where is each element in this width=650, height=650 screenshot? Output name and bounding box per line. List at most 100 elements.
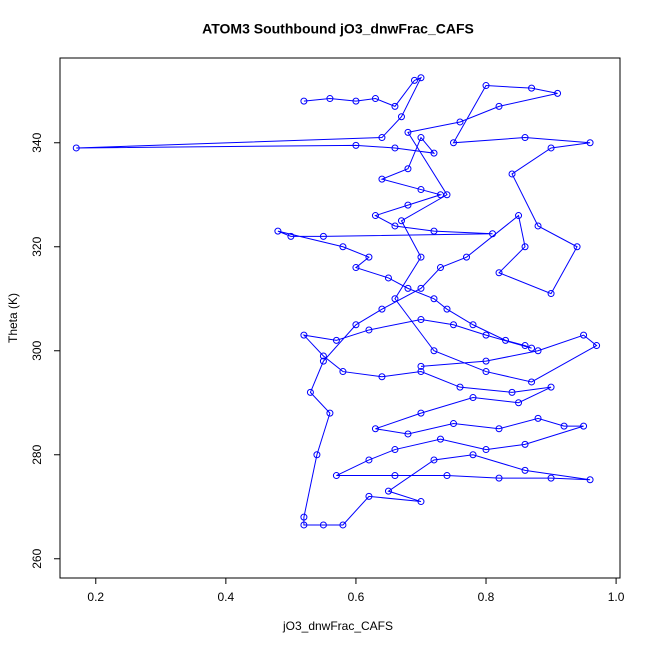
data-point [319, 521, 327, 529]
data-point [449, 321, 457, 329]
data-point [456, 383, 464, 391]
y-tick-label: 340 [30, 132, 44, 152]
data-point [469, 321, 477, 329]
data-point [443, 191, 451, 199]
data-point [436, 264, 444, 272]
data-point [391, 222, 399, 230]
data-point [482, 446, 490, 454]
data-point [404, 165, 412, 173]
data-point [547, 290, 555, 298]
data-point [339, 368, 347, 376]
data-point [430, 456, 438, 464]
data-point [482, 368, 490, 376]
data-point [391, 144, 399, 152]
data-point [417, 134, 425, 142]
data-point [391, 102, 399, 110]
data-point [371, 212, 379, 220]
data-point [326, 409, 334, 417]
data-point [547, 474, 555, 482]
data-point [384, 274, 392, 282]
data-point [319, 232, 327, 240]
data-point [371, 95, 379, 103]
data-point [443, 472, 451, 480]
data-point [417, 498, 425, 506]
data-point [378, 175, 386, 183]
y-tick-label: 300 [30, 340, 44, 360]
data-point [489, 230, 497, 238]
data-point [580, 331, 588, 339]
data-point [449, 139, 457, 147]
data-point [326, 95, 334, 103]
data-point [391, 446, 399, 454]
data-point [417, 284, 425, 292]
data-point [313, 451, 321, 459]
data-point [306, 388, 314, 396]
y-tick-label: 260 [30, 548, 44, 568]
data-point [365, 253, 373, 261]
data-point [449, 420, 457, 428]
data-point [521, 440, 529, 448]
data-point [469, 451, 477, 459]
data-point [417, 409, 425, 417]
data-point [417, 362, 425, 370]
data-point [521, 134, 529, 142]
data-point [456, 118, 464, 126]
data-point [371, 425, 379, 433]
data-point [482, 357, 490, 365]
data-point [534, 347, 542, 355]
data-point [430, 295, 438, 303]
y-tick-label: 280 [30, 444, 44, 464]
data-point [410, 76, 418, 84]
data-point [397, 113, 405, 121]
data-point [332, 472, 340, 480]
data-point [391, 472, 399, 480]
data-point [352, 321, 360, 329]
data-point [534, 222, 542, 230]
data-point [365, 326, 373, 334]
data-point [528, 378, 536, 386]
data-point [436, 191, 444, 199]
data-point [417, 316, 425, 324]
data-point [593, 342, 601, 350]
data-point [430, 149, 438, 157]
data-point [430, 227, 438, 235]
data-point [586, 476, 594, 484]
data-point [430, 347, 438, 355]
data-point [365, 492, 373, 500]
data-point [463, 253, 471, 261]
data-point [573, 243, 581, 251]
data-point [404, 201, 412, 209]
data-point [443, 305, 451, 313]
data-point [339, 243, 347, 251]
data-point [417, 253, 425, 261]
y-tick-label: 320 [30, 236, 44, 256]
data-point [287, 232, 295, 240]
data-point [534, 414, 542, 422]
x-axis-label: jO3_dnwFrac_CAFS [282, 619, 393, 633]
x-tick-label: 1.0 [608, 590, 625, 604]
data-point [300, 521, 308, 529]
data-point [365, 456, 373, 464]
data-point [554, 89, 562, 97]
data-point [436, 435, 444, 443]
data-point [508, 170, 516, 178]
data-point [300, 331, 308, 339]
data-point [560, 422, 568, 430]
data-point [528, 84, 536, 92]
data-point [339, 521, 347, 529]
data-line [76, 76, 598, 526]
data-point [495, 269, 503, 277]
data-point [502, 336, 510, 344]
data-point [482, 82, 490, 90]
data-point [417, 186, 425, 194]
data-point [352, 264, 360, 272]
data-point [378, 373, 386, 381]
data-point [274, 227, 282, 235]
x-tick-label: 0.6 [348, 590, 365, 604]
data-point [319, 352, 327, 360]
x-tick-label: 0.4 [218, 590, 235, 604]
data-point [404, 128, 412, 136]
data-point [72, 144, 80, 152]
